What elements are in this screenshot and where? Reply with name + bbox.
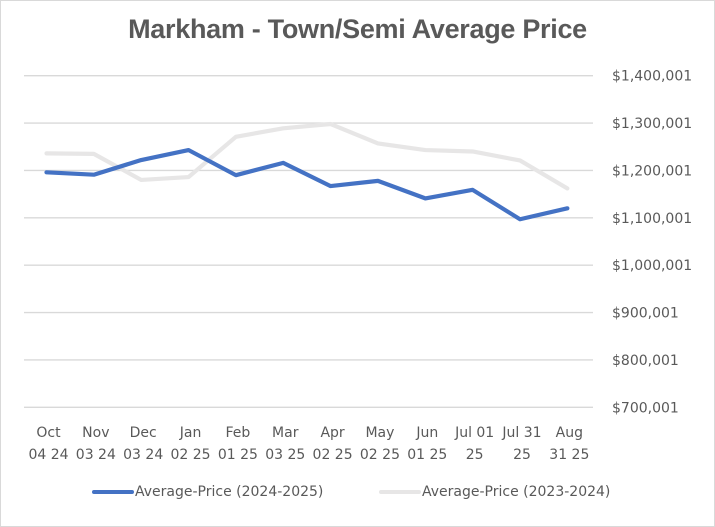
x-tick-label: 01 25 (407, 447, 447, 463)
x-tick-label: 02 25 (360, 447, 400, 463)
series-line-2023-2024 (44, 121, 570, 191)
legend: Average-Price (2024-2025) Average-Price … (0, 484, 715, 506)
x-tick-label: Jul 01 (454, 425, 494, 441)
x-tick-label: Nov (82, 425, 109, 441)
gridlines (24, 75, 593, 408)
y-tick-label: $1,400,001 (612, 69, 692, 85)
x-tick-label: Jul 31 (501, 425, 541, 441)
y-tick-label: $1,000,001 (612, 258, 692, 274)
x-axis-ticks: Oct 04 24 Nov 03 24 Dec 03 24 Jan 02 25 Feb 01 25… (28, 425, 589, 463)
x-tick-label: Apr (320, 425, 344, 441)
x-tick-label: 25 (466, 447, 484, 463)
x-tick-label: 03 24 (123, 447, 163, 463)
y-tick-label: $900,001 (612, 306, 679, 322)
x-tick-label: Feb (226, 425, 251, 441)
x-tick-label: 03 24 (76, 447, 116, 463)
x-tick-label: 03 25 (265, 447, 305, 463)
legend-item-2023-2024: Average-Price (2023-2024) (379, 484, 610, 500)
legend-label: Average-Price (2023-2024) (422, 484, 611, 500)
x-tick-label: 31 25 (549, 447, 589, 463)
x-tick-label: 25 (513, 447, 531, 463)
y-tick-label: $800,001 (612, 353, 679, 369)
series-lines (44, 121, 570, 222)
x-tick-label: Oct (36, 425, 61, 441)
legend-item-2024-2025: Average-Price (2024-2025) (92, 484, 323, 500)
x-tick-label: 01 25 (218, 447, 258, 463)
series-line-2024-2025 (44, 147, 570, 222)
legend-swatch-2024-2025 (92, 490, 134, 494)
x-tick-label: Mar (272, 425, 299, 441)
x-tick-label: Dec (130, 425, 157, 441)
chart-title: Markham - Town/Semi Average Price (128, 14, 587, 44)
x-tick-label: 02 25 (171, 447, 211, 463)
legend-swatch-2023-2024 (379, 490, 421, 494)
y-tick-label: $1,200,001 (612, 163, 692, 179)
x-tick-label: 02 25 (313, 447, 353, 463)
x-tick-label: Jan (179, 425, 202, 441)
x-tick-label: May (365, 425, 394, 441)
y-tick-label: $700,001 (612, 400, 679, 416)
y-tick-label: $1,100,001 (612, 211, 692, 227)
y-axis-ticks: $1,400,001 $1,300,001 $1,200,001 $1,100,001… (612, 69, 692, 417)
legend-label: Average-Price (2024-2025) (135, 484, 324, 500)
x-tick-label: Aug (556, 425, 583, 441)
x-tick-label: Jun (415, 425, 438, 441)
y-tick-label: $1,300,001 (612, 116, 692, 132)
x-tick-label: 04 24 (28, 447, 68, 463)
